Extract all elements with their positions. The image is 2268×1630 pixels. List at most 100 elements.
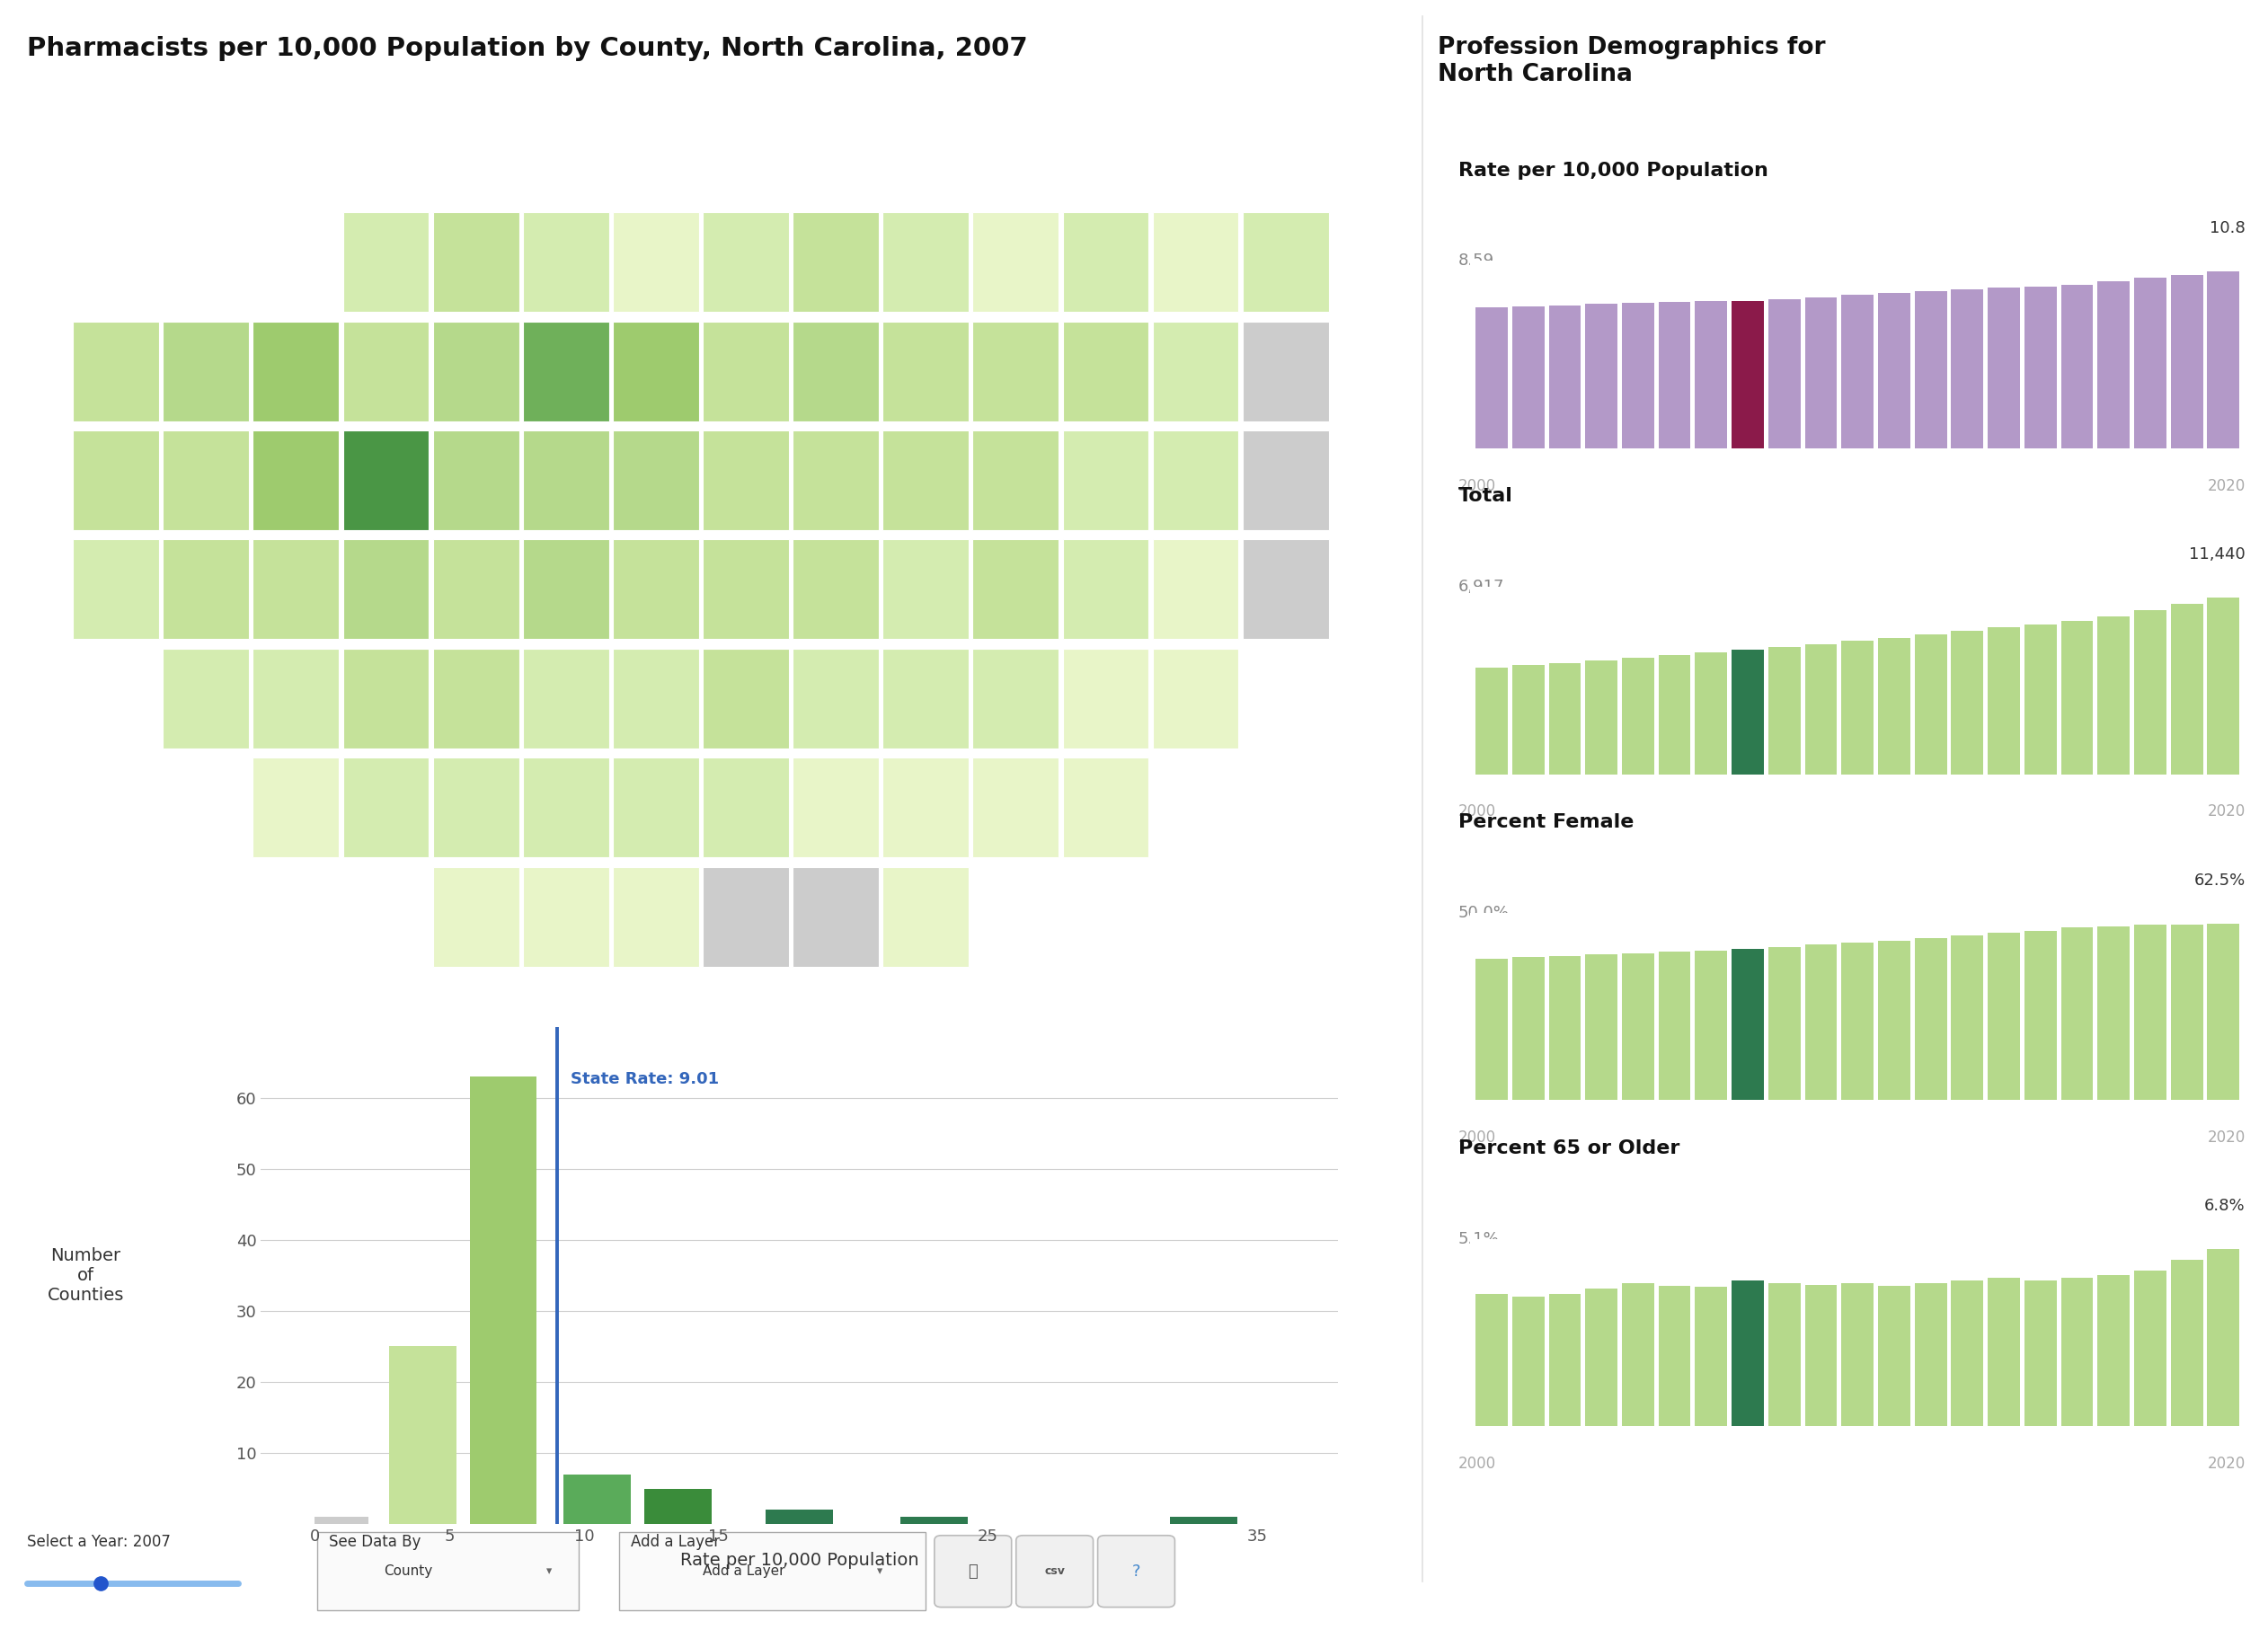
FancyBboxPatch shape <box>1016 1535 1093 1607</box>
Bar <box>163 430 249 530</box>
Text: Number
of
Counties: Number of Counties <box>48 1247 125 1304</box>
Text: ▾: ▾ <box>547 1565 551 1578</box>
Bar <box>1243 540 1329 639</box>
Bar <box>1549 305 1581 448</box>
Bar <box>433 867 519 967</box>
Text: 5.1%: 5.1% <box>1458 1231 1499 1247</box>
Bar <box>1805 644 1837 774</box>
Bar <box>703 649 789 748</box>
Bar <box>1950 1281 1982 1426</box>
Bar <box>1152 430 1238 530</box>
Bar <box>1987 628 2021 774</box>
Bar <box>703 212 789 311</box>
Bar <box>703 867 789 967</box>
Bar <box>73 321 159 421</box>
Text: ⛶: ⛶ <box>968 1563 978 1579</box>
Text: 2020: 2020 <box>2207 478 2245 494</box>
Bar <box>1733 1281 1765 1426</box>
Bar <box>1914 634 1946 774</box>
Bar <box>433 758 519 857</box>
Bar <box>1878 941 1910 1100</box>
Bar <box>2062 285 2093 448</box>
Bar <box>794 867 878 967</box>
Bar <box>342 758 429 857</box>
Bar <box>2025 624 2057 774</box>
Bar <box>1658 1286 1690 1426</box>
Bar <box>703 430 789 530</box>
Bar <box>612 540 699 639</box>
Text: 2000: 2000 <box>1458 478 1497 494</box>
Bar <box>1950 631 1982 774</box>
Bar <box>565 1474 631 1524</box>
Bar <box>524 758 608 857</box>
Bar <box>524 321 608 421</box>
Bar <box>2207 598 2239 774</box>
Bar <box>1064 212 1148 311</box>
Text: Rate per 10,000 Population: Rate per 10,000 Population <box>1458 161 1769 179</box>
Bar <box>1152 212 1238 311</box>
Bar <box>1513 957 1545 1100</box>
Bar <box>1658 655 1690 774</box>
Bar <box>703 321 789 421</box>
Text: See Data By: See Data By <box>329 1534 422 1550</box>
Text: Total: Total <box>1458 487 1513 505</box>
Bar <box>342 540 429 639</box>
Bar <box>2134 279 2166 448</box>
Bar <box>1694 302 1728 448</box>
Bar <box>1805 945 1837 1100</box>
Bar <box>1064 321 1148 421</box>
Bar <box>433 321 519 421</box>
Bar <box>388 1346 456 1524</box>
Bar <box>1842 641 1873 774</box>
Bar <box>1733 300 1765 448</box>
Text: csv: csv <box>1043 1565 1066 1578</box>
Bar <box>1914 1283 1946 1426</box>
Bar <box>1243 212 1329 311</box>
Bar <box>1549 1294 1581 1426</box>
Bar <box>882 212 968 311</box>
Bar <box>973 649 1059 748</box>
Bar <box>1694 652 1728 774</box>
Bar <box>794 321 878 421</box>
Bar <box>1842 295 1873 448</box>
Bar <box>644 1488 712 1524</box>
Bar <box>315 1518 367 1524</box>
Bar <box>342 430 429 530</box>
Bar <box>2098 926 2130 1100</box>
Bar <box>882 540 968 639</box>
Bar <box>342 649 429 748</box>
Bar <box>794 649 878 748</box>
Text: State Rate: 9.01: State Rate: 9.01 <box>572 1071 719 1087</box>
Bar <box>1658 302 1690 448</box>
Bar <box>1694 950 1728 1100</box>
Bar <box>1622 954 1653 1100</box>
Bar <box>1549 663 1581 774</box>
FancyBboxPatch shape <box>1098 1535 1175 1607</box>
Bar <box>794 758 878 857</box>
Bar <box>163 649 249 748</box>
Bar <box>254 540 338 639</box>
Text: 11,440: 11,440 <box>2189 546 2245 562</box>
Bar <box>73 540 159 639</box>
Bar <box>1513 1296 1545 1426</box>
Bar <box>1694 1288 1728 1426</box>
Bar <box>1243 430 1329 530</box>
Bar <box>1987 932 2021 1100</box>
Bar <box>612 430 699 530</box>
Bar <box>2098 1275 2130 1426</box>
Bar <box>1476 958 1508 1100</box>
Bar <box>1064 758 1148 857</box>
Bar <box>1914 939 1946 1100</box>
Bar <box>524 540 608 639</box>
Bar <box>767 1509 832 1524</box>
Bar <box>2134 610 2166 774</box>
X-axis label: Rate per 10,000 Population: Rate per 10,000 Population <box>680 1552 919 1570</box>
Bar <box>524 212 608 311</box>
Text: Select a Year: 2007: Select a Year: 2007 <box>27 1534 170 1550</box>
Bar <box>794 430 878 530</box>
Text: County: County <box>383 1565 433 1578</box>
Text: Percent Female: Percent Female <box>1458 813 1633 831</box>
Bar <box>1842 942 1873 1100</box>
Bar <box>2170 924 2202 1100</box>
Bar <box>1805 1284 1837 1426</box>
